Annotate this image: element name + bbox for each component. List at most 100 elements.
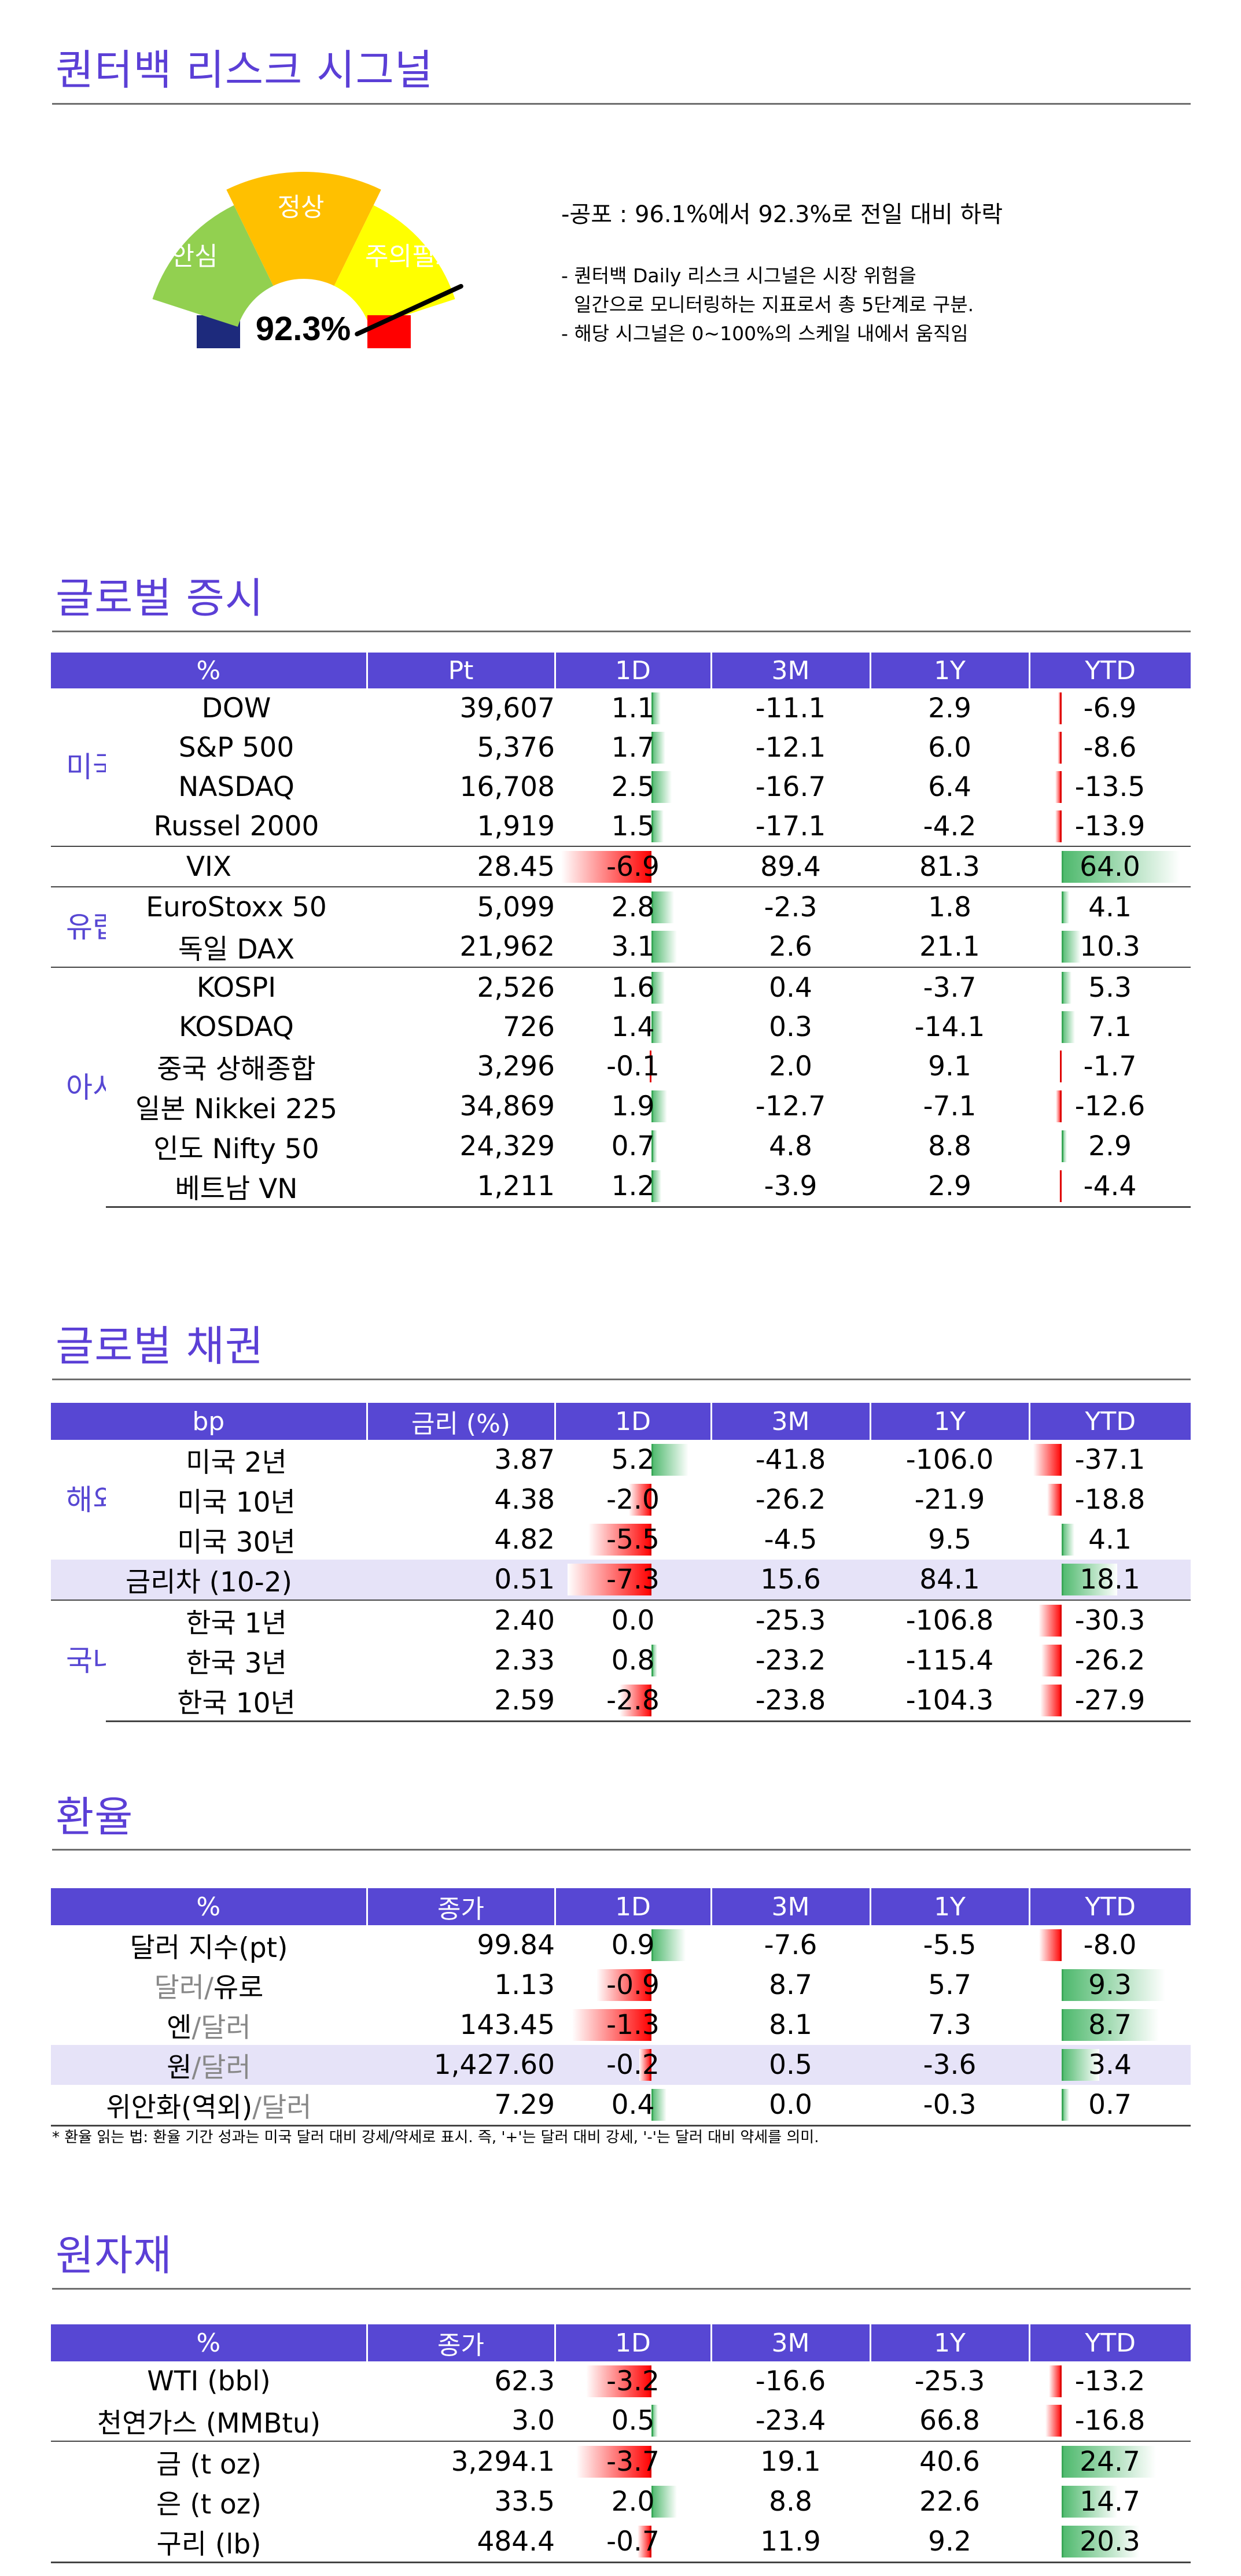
bar-value: 1.6: [611, 971, 655, 1004]
data-bar: [1059, 1051, 1062, 1082]
cell: 9.5: [928, 1524, 971, 1556]
bar-cell: 8.7: [1029, 2005, 1191, 2045]
data-bar: [1061, 1130, 1067, 1162]
cell: 3,294.1: [367, 2441, 555, 2482]
bar-value: -13.5: [1074, 771, 1146, 803]
table-row: 유럽EuroStoxx 505,099 2.8 -2.31.8 4.1: [51, 886, 1191, 967]
col-header: YTD: [1085, 1892, 1136, 1922]
bar-value: -0.9: [606, 1969, 660, 2001]
data-bar: [1055, 1090, 1062, 1122]
cell: -4.5: [764, 1524, 817, 1556]
table-row: 은 (t oz) 33.5 2.0 8.8 22.6 14.7: [51, 2482, 1191, 2522]
bar-cell: 14.7: [1029, 2482, 1191, 2522]
bar-cell: -1.7: [1029, 1046, 1191, 1086]
cell: 22.6: [919, 2486, 980, 2518]
currency-name-a: 달러/: [154, 1972, 213, 2004]
cell: -21.9: [914, 1484, 985, 1516]
data-bar: [1061, 1524, 1074, 1556]
bar-cell: -27.9: [1029, 1681, 1191, 1722]
cell: -4.2: [923, 810, 977, 842]
bar-cell: 2.5: [555, 767, 711, 806]
cell: EuroStoxx 50: [106, 886, 367, 927]
cell: -106.0: [905, 1444, 994, 1476]
bar-cell: 5.2: [555, 1440, 711, 1480]
bar-value: 24.7: [1080, 2446, 1140, 2478]
col-header: Pt: [367, 653, 556, 688]
bar-value: -30.3: [1074, 1605, 1146, 1637]
bar-cell: -5.5: [555, 1520, 711, 1560]
col-header: 3M: [711, 1403, 871, 1440]
data-bar: [1061, 1969, 1166, 2001]
bar-value: -5.5: [606, 1524, 660, 1556]
cell: 금리차 (10-2): [51, 1560, 367, 1600]
bar-cell: -1.3: [555, 2005, 711, 2045]
data-bar: [651, 1929, 686, 1961]
bar-cell: -12.6: [1029, 1086, 1191, 1126]
bar-cell: -16.8: [1029, 2401, 1191, 2441]
table-row: 위안화(역외)/달러 7.29 0.4 0.0 -0.3 0.7: [51, 2085, 1191, 2127]
col-header: YTD: [1085, 655, 1136, 686]
bar-value: 7.1: [1088, 1011, 1132, 1043]
cell: -23.8: [711, 1681, 871, 1722]
data-bar: [1061, 1564, 1117, 1595]
col-header: bp: [51, 1403, 368, 1440]
data-bar: [1048, 2365, 1062, 2397]
table-row: Russel 2000 1,919 1.5 -17.1 -4.2 -13.9: [51, 806, 1191, 846]
bar-cell: 1.1: [555, 688, 711, 728]
table-row: 아시아태평양KOSPI2,526 1.6 0.4-3.7 5.3: [51, 967, 1191, 1207]
col-header: %: [51, 1888, 368, 1925]
bar-value: -2.8: [606, 1685, 660, 1716]
cell: 15.6: [711, 1560, 871, 1600]
bar-cell: 10.3: [1029, 927, 1191, 967]
cell: -2.3: [711, 886, 870, 927]
cell: 1,211: [367, 1166, 555, 1208]
bar-value: 4.1: [1088, 891, 1132, 923]
bar-value: 2.0: [611, 2486, 655, 2518]
bar-value: -2.0: [606, 1484, 660, 1516]
bar-value: -6.9: [1083, 692, 1137, 724]
table-row: 국내한국 1년2.40 0.0 -25.3-106.8 -30.3: [51, 1600, 1191, 1722]
bar-value: -37.1: [1074, 1444, 1146, 1476]
gauge-label-relief: 안심: [171, 242, 218, 271]
data-bar: [651, 1170, 662, 1202]
data-bar: [651, 931, 677, 963]
data-bar: [1058, 692, 1062, 724]
cell: -23.4: [755, 2405, 826, 2437]
col-header: 종가: [367, 2324, 556, 2361]
fx-divider: [52, 1849, 1191, 1851]
currency-name: 원/달러: [51, 2045, 367, 2085]
data-bar: [619, 1685, 652, 1716]
data-bar: [1061, 2009, 1159, 2041]
col-header: 1Y: [870, 1888, 1030, 1925]
bar-cell: 20.3: [1029, 2522, 1191, 2563]
cell: 2.6: [769, 931, 812, 963]
cell: 5,376: [477, 731, 555, 764]
data-bar: [1045, 2405, 1062, 2437]
cell: -115.4: [905, 1645, 994, 1676]
table-row: 천연가스 (MMBtu) 3.0 0.5 -23.4 66.8 -16.8: [51, 2401, 1191, 2441]
bond-title: 글로벌 채권: [56, 1322, 264, 1370]
cell: 1.8: [870, 886, 1029, 927]
commodity-title: 원자재: [56, 2231, 172, 2280]
currency-name: 엔/달러: [51, 2005, 367, 2045]
bar-cell: -3.7: [555, 2441, 711, 2482]
cell: NASDAQ: [178, 771, 294, 803]
bar-cell: 7.1: [1029, 1007, 1191, 1046]
data-bar: [639, 2049, 652, 2081]
bar-cell: 64.0: [1029, 846, 1191, 887]
bar-value: -0.1: [606, 1051, 660, 1082]
bar-value: 0.7: [1088, 2089, 1132, 2121]
data-bar: [1047, 1484, 1062, 1516]
cell: 2.9: [928, 692, 971, 724]
bar-value: 3.1: [611, 931, 655, 963]
cell: -7.1: [923, 1090, 977, 1122]
cell: 89.4: [711, 846, 870, 887]
table-row: 미국 DOW 39,607 1.1 -11.1 2.9 -6.9: [51, 688, 1191, 784]
currency-name-b: 유로: [213, 1972, 264, 2004]
table-row: 원/달러 1,427.60 -0.2 0.5 -3.6 3.4: [51, 2045, 1191, 2085]
cell: 4.82: [494, 1524, 555, 1556]
gauge-needle: [355, 283, 463, 337]
data-bar: [651, 2405, 658, 2437]
cell: 3.87: [494, 1444, 555, 1476]
bar-value: 1.1: [611, 692, 655, 724]
